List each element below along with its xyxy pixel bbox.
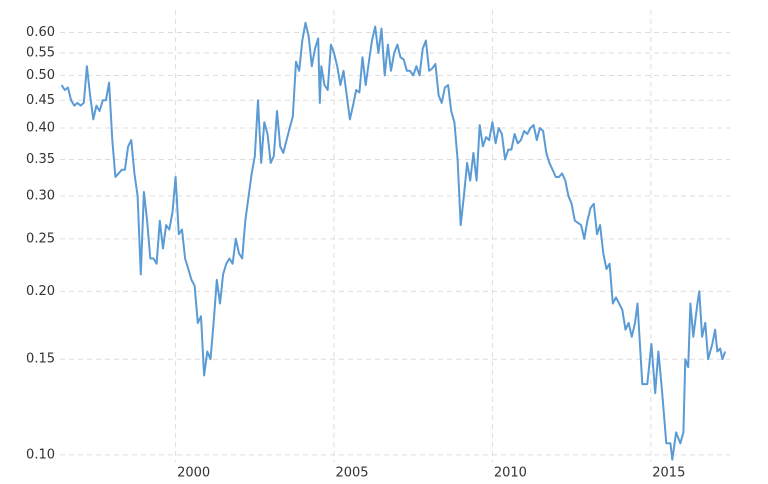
- y-tick-label: 0.15: [26, 352, 55, 367]
- x-tick-label: 2005: [335, 466, 368, 481]
- x-tick-label: 2015: [652, 466, 685, 481]
- y-tick-label: 0.35: [26, 152, 55, 167]
- x-tick-label: 2010: [494, 466, 527, 481]
- y-tick-label: 0.55: [26, 45, 55, 60]
- x-tick-label: 2000: [177, 466, 210, 481]
- y-tick-label: 0.10: [26, 447, 55, 462]
- y-tick-label: 0.60: [26, 25, 55, 40]
- y-tick-label: 0.45: [26, 93, 55, 108]
- data-line: [60, 21, 727, 461]
- y-tick-label: 0.25: [26, 231, 55, 246]
- y-tick-label: 0.20: [26, 284, 55, 299]
- y-tick-label: 0.30: [26, 188, 55, 203]
- y-tick-label: 0.40: [26, 121, 55, 136]
- y-tick-label: 0.50: [26, 68, 55, 83]
